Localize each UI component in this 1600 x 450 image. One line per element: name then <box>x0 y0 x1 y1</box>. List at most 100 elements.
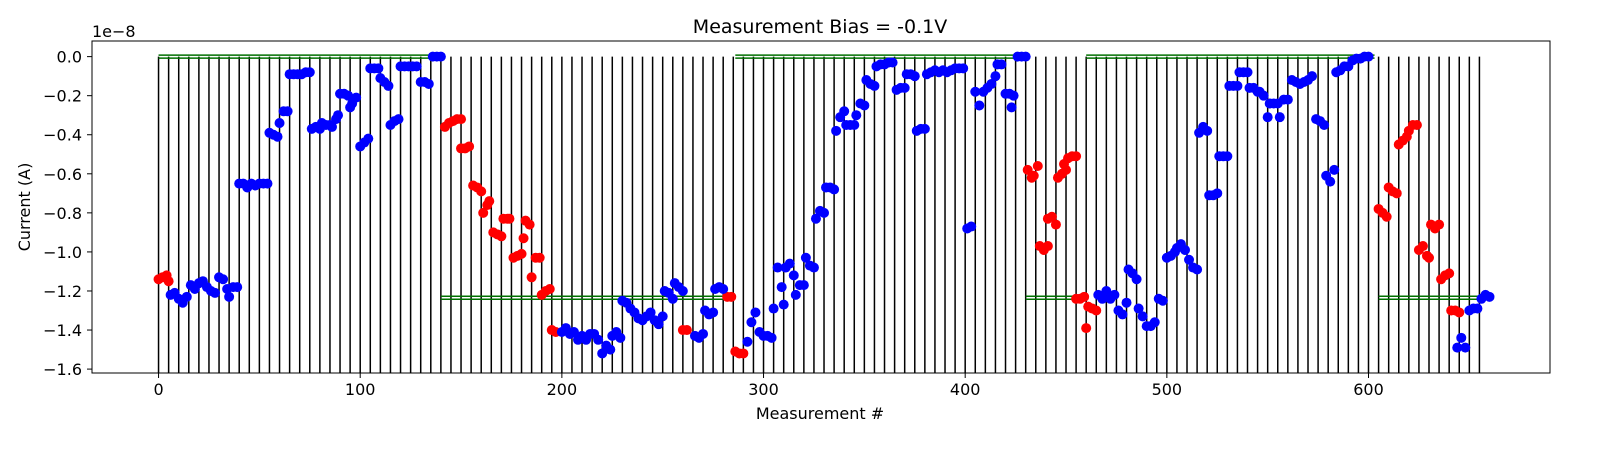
data-point <box>1042 241 1053 252</box>
y-axis-offset-text: 1e−8 <box>92 22 136 41</box>
data-point <box>766 332 777 343</box>
data-point <box>1071 151 1082 162</box>
data-point <box>163 276 174 287</box>
data-point <box>677 285 688 296</box>
data-point <box>1325 176 1336 187</box>
x-tick-label: 100 <box>345 380 376 399</box>
reference-lines-group <box>158 54 1480 301</box>
data-point <box>958 63 969 74</box>
data-point <box>262 178 273 189</box>
data-point <box>1452 342 1463 353</box>
data-point <box>990 71 1001 82</box>
y-tick-label: −0.4 <box>43 126 82 145</box>
data-point <box>1097 293 1108 304</box>
data-point <box>1149 317 1160 328</box>
data-point <box>1192 264 1203 275</box>
data-point <box>304 67 315 78</box>
data-point <box>859 100 870 111</box>
data-point <box>1091 305 1102 316</box>
data-point <box>504 213 515 224</box>
data-point <box>966 221 977 232</box>
data-point <box>909 71 920 82</box>
data-point <box>738 348 749 359</box>
data-point <box>1454 307 1465 318</box>
x-tick-label: 500 <box>1152 380 1183 399</box>
data-point <box>343 90 354 101</box>
data-point <box>1444 268 1455 279</box>
data-point <box>778 299 789 310</box>
data-point <box>1242 67 1253 78</box>
data-point <box>1307 71 1318 82</box>
data-point <box>657 311 668 322</box>
data-point <box>282 106 293 117</box>
data-point <box>1050 219 1061 230</box>
y-tick-label: −1.4 <box>43 321 82 340</box>
data-point <box>516 248 527 259</box>
data-point <box>272 131 283 142</box>
data-point <box>800 252 811 263</box>
data-point <box>667 293 678 304</box>
data-point <box>181 291 192 302</box>
data-point <box>435 51 446 62</box>
x-tick-label: 200 <box>547 380 578 399</box>
data-point <box>597 348 608 359</box>
y-tick-label: −1.2 <box>43 282 82 301</box>
y-axis-label: Current (A) <box>15 163 34 252</box>
data-point <box>1184 254 1195 265</box>
data-point <box>919 123 930 134</box>
data-point <box>750 307 761 318</box>
y-tick-label: −1.0 <box>43 243 82 262</box>
data-point <box>496 231 507 242</box>
data-point <box>1319 119 1330 130</box>
data-point <box>1363 51 1374 62</box>
data-point <box>218 274 229 285</box>
data-point <box>423 78 434 89</box>
data-point <box>605 344 616 355</box>
data-point <box>544 284 555 295</box>
data-point <box>986 78 997 89</box>
data-point <box>383 80 394 91</box>
data-point <box>768 303 779 314</box>
data-point <box>326 121 337 132</box>
data-point <box>1008 90 1019 101</box>
data-point <box>1101 285 1112 296</box>
data-point <box>1472 303 1483 314</box>
x-axis-ticks: 0 100 200 300 400 500 600 <box>153 373 1384 399</box>
data-point <box>1081 323 1092 334</box>
data-point <box>210 287 221 298</box>
data-point <box>1417 241 1428 252</box>
y-tick-label: −1.6 <box>43 360 82 379</box>
data-point <box>1006 102 1017 113</box>
data-point <box>478 207 489 218</box>
data-point <box>718 284 729 295</box>
data-point <box>970 86 981 97</box>
data-point <box>593 334 604 345</box>
data-point <box>568 326 579 337</box>
y-tick-label: −0.8 <box>43 204 82 223</box>
data-point <box>790 289 801 300</box>
data-point <box>456 114 467 125</box>
vertical-lines-group <box>157 56 1481 373</box>
data-point <box>1329 164 1340 175</box>
data-point <box>653 319 664 330</box>
data-point <box>974 100 985 111</box>
data-point <box>1133 303 1144 314</box>
data-point <box>333 110 344 121</box>
data-point <box>996 59 1007 70</box>
data-point <box>742 336 753 347</box>
data-point <box>1028 170 1039 181</box>
data-point <box>776 282 787 293</box>
data-point <box>899 82 910 93</box>
data-point <box>1020 51 1031 62</box>
data-point <box>1411 119 1422 130</box>
data-point <box>464 141 475 152</box>
data-point <box>1032 160 1043 171</box>
x-tick-label: 600 <box>1353 380 1384 399</box>
data-point <box>1258 90 1269 101</box>
data-point <box>232 282 243 293</box>
y-axis-ticks: 0.0 −0.2 −0.4 −0.6 −0.8 −1.0 −1.2 −1.4 −1.6 <box>43 48 92 379</box>
data-point <box>798 280 809 291</box>
data-point <box>1121 297 1132 308</box>
